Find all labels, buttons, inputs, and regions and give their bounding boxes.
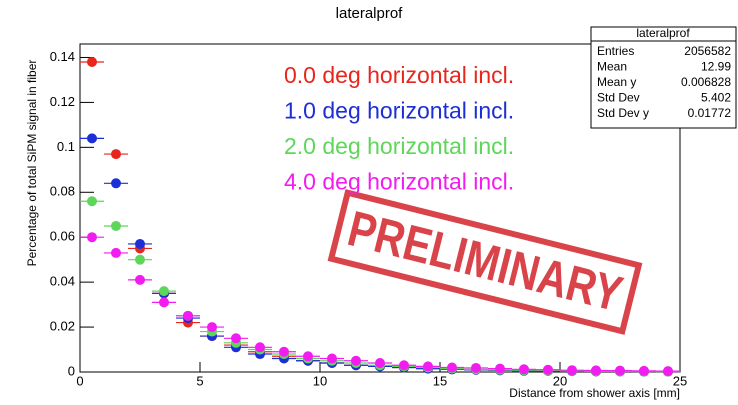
marker [591,365,601,376]
stats-label: Std Dev y [597,106,649,120]
marker [159,286,169,297]
marker [447,362,457,373]
stats-value: 0.006828 [681,75,731,89]
y-tick-label: 0.06 [50,229,75,244]
y-tick-label: 0 [68,363,75,378]
marker [639,365,649,376]
marker [207,322,217,333]
stats-value: 12.99 [701,60,731,74]
marker [375,358,385,369]
marker [87,56,97,67]
marker [279,346,289,357]
marker [87,196,97,207]
marker [135,238,145,249]
x-tick-label: 5 [196,373,203,388]
stats-label: Std Dev [597,91,640,105]
marker [111,149,121,160]
stats-label: Mean y [597,75,636,89]
marker [255,342,265,353]
stats-value: 5.402 [701,91,731,105]
stamp: PRELIMINARY [327,189,643,335]
marker [87,133,97,144]
marker [135,254,145,265]
y-tick-label: 0.12 [50,94,75,109]
marker [135,274,145,285]
marker [159,297,169,308]
y-tick-label: 0.14 [50,49,75,64]
stats-frame [590,26,737,129]
plot-frame [79,43,681,373]
stats-title: lateralprof [636,26,690,40]
marker [519,364,529,375]
marker [399,360,409,371]
marker [615,365,625,376]
legend-entry: 2.0 deg horizontal incl. [284,133,514,159]
stats-box: lateralprof Entries 2056582 Mean 12.99 Mean … [590,26,737,129]
x-tick-label: 10 [313,373,327,388]
x-tick-label: 20 [553,373,567,388]
marker [327,353,337,364]
y-tick-label: 0.04 [50,274,75,289]
marker [471,362,481,373]
marker [183,310,193,321]
marker [87,232,97,243]
marker [351,355,361,366]
marker [423,361,433,372]
y-tick-label: 0.1 [57,139,75,154]
stamp-border [327,189,643,335]
legend-entry: 4.0 deg horizontal incl. [284,169,514,195]
marker [231,333,241,344]
marker [111,178,121,189]
y-tick-label: 0.08 [50,184,75,199]
y-tick-label: 0.02 [50,319,75,334]
x-axis-label: Distance from shower axis [mm] [509,386,680,400]
x-tick-label: 25 [673,373,687,388]
marker [543,364,553,375]
chart-title: lateralprof [336,5,404,22]
marker [111,247,121,258]
stamp-text: PRELIMINARY [343,200,628,322]
stats-value: 0.01772 [688,106,732,120]
stats-value: 2056582 [684,44,731,58]
x-tick-label: 0 [76,373,83,388]
x-tick-label: 15 [433,373,447,388]
marker [495,363,505,374]
legend-entry: 1.0 deg horizontal incl. [284,98,514,124]
stats-label: Entries [597,44,634,58]
marker [663,366,673,377]
y-axis-label: Percentage of total SiPM signal in fiber [25,60,39,267]
stats-label: Mean [597,60,627,74]
legend-entry: 0.0 deg horizontal incl. [284,62,514,88]
marker [567,365,577,376]
marker [303,351,313,362]
marker [111,220,121,231]
